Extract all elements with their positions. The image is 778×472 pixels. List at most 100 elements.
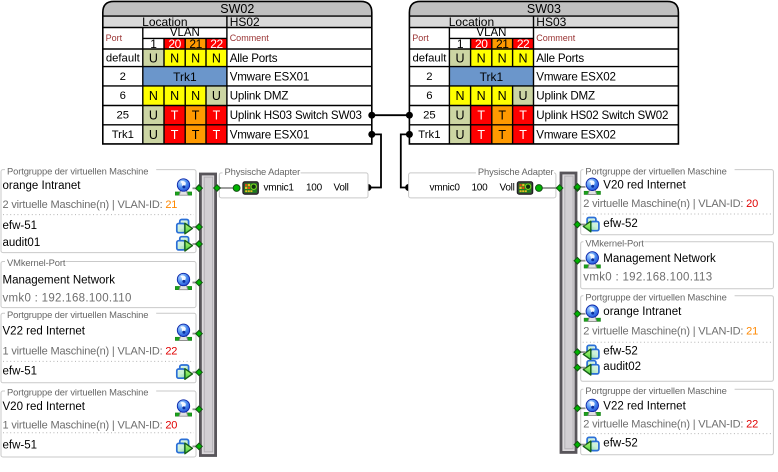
svg-text:T: T bbox=[171, 109, 179, 123]
svg-text:default: default bbox=[106, 52, 141, 64]
svg-text:audit01: audit01 bbox=[3, 237, 41, 249]
svg-text:efw-52: efw-52 bbox=[603, 438, 638, 450]
svg-text:25: 25 bbox=[117, 110, 130, 122]
svg-text:efw-51: efw-51 bbox=[3, 220, 38, 232]
svg-text:T: T bbox=[519, 128, 527, 142]
svg-text:T: T bbox=[498, 128, 506, 142]
svg-text:U: U bbox=[212, 89, 221, 103]
svg-text:vmnic1: vmnic1 bbox=[264, 183, 295, 194]
svg-text:efw-51: efw-51 bbox=[3, 365, 38, 377]
svg-text:2: 2 bbox=[120, 71, 126, 83]
svg-text:Voll: Voll bbox=[334, 183, 349, 194]
svg-text:T: T bbox=[213, 128, 221, 142]
svg-text:efw-52: efw-52 bbox=[603, 346, 638, 358]
svg-text:2: 2 bbox=[426, 71, 432, 83]
svg-text:100: 100 bbox=[306, 183, 323, 194]
svg-text:HS03: HS03 bbox=[536, 15, 566, 29]
svg-text:N: N bbox=[149, 89, 158, 103]
svg-text:V20 red Internet: V20 red Internet bbox=[3, 401, 86, 413]
svg-text:Trk1: Trk1 bbox=[112, 129, 134, 141]
svg-text:VMkernel-Port: VMkernel-Port bbox=[585, 237, 644, 248]
svg-text:orange Intranet: orange Intranet bbox=[603, 306, 682, 318]
svg-text:Comment: Comment bbox=[230, 33, 270, 43]
svg-text:Portgruppe der virtuellen Masc: Portgruppe der virtuellen Maschine bbox=[585, 165, 726, 176]
svg-text:N: N bbox=[455, 89, 464, 103]
svg-text:Trk1: Trk1 bbox=[480, 70, 504, 84]
svg-text:N: N bbox=[212, 51, 221, 65]
svg-text:21: 21 bbox=[496, 37, 509, 51]
svg-text:U: U bbox=[455, 128, 464, 142]
svg-text:Uplink DMZ: Uplink DMZ bbox=[536, 90, 595, 103]
svg-text:1 virtuelle Maschine(n) | VLAN: 1 virtuelle Maschine(n) | VLAN-ID: 20 bbox=[3, 419, 178, 431]
svg-text:T: T bbox=[192, 128, 200, 142]
svg-text:U: U bbox=[149, 128, 158, 142]
svg-text:1: 1 bbox=[457, 37, 464, 51]
svg-text:100: 100 bbox=[472, 183, 489, 194]
svg-text:20: 20 bbox=[475, 37, 488, 51]
svg-text:VMkernel-Port: VMkernel-Port bbox=[7, 257, 66, 268]
svg-text:vmnic0: vmnic0 bbox=[430, 183, 461, 194]
svg-text:25: 25 bbox=[423, 110, 436, 122]
svg-text:N: N bbox=[191, 89, 200, 103]
svg-text:default: default bbox=[412, 52, 447, 64]
svg-text:VLAN: VLAN bbox=[476, 27, 506, 39]
svg-text:Alle Ports: Alle Ports bbox=[230, 52, 278, 65]
svg-text:Physische Adapter: Physische Adapter bbox=[478, 166, 554, 177]
svg-text:22: 22 bbox=[517, 37, 530, 51]
svg-text:T: T bbox=[477, 128, 485, 142]
svg-text:U: U bbox=[519, 89, 528, 103]
svg-text:T: T bbox=[171, 128, 179, 142]
svg-text:21: 21 bbox=[189, 37, 202, 51]
svg-text:Port: Port bbox=[412, 33, 429, 43]
svg-text:U: U bbox=[149, 109, 158, 123]
svg-text:V22 red Internet: V22 red Internet bbox=[3, 325, 86, 337]
svg-text:22: 22 bbox=[210, 37, 223, 51]
svg-text:efw-52: efw-52 bbox=[603, 218, 638, 230]
svg-text:Vmware ESX02: Vmware ESX02 bbox=[536, 70, 615, 83]
svg-text:U: U bbox=[455, 51, 464, 65]
svg-text:20: 20 bbox=[168, 37, 181, 51]
svg-text:Location: Location bbox=[142, 15, 187, 29]
svg-text:efw-51: efw-51 bbox=[3, 440, 38, 452]
svg-text:1: 1 bbox=[150, 37, 157, 51]
svg-text:VLAN: VLAN bbox=[170, 27, 200, 39]
svg-text:Portgruppe der virtuellen Masc: Portgruppe der virtuellen Maschine bbox=[7, 309, 148, 320]
svg-text:Alle Ports: Alle Ports bbox=[536, 52, 584, 65]
svg-text:N: N bbox=[477, 51, 486, 65]
svg-text:Location: Location bbox=[449, 15, 494, 29]
svg-text:Portgruppe der virtuellen Masc: Portgruppe der virtuellen Maschine bbox=[585, 291, 726, 302]
svg-text:Portgruppe der virtuellen Masc: Portgruppe der virtuellen Maschine bbox=[7, 387, 148, 398]
svg-text:vmk0 : 192.168.100.113: vmk0 : 192.168.100.113 bbox=[583, 272, 712, 284]
svg-text:T: T bbox=[519, 109, 527, 123]
svg-text:Portgruppe der virtuellen Masc: Portgruppe der virtuellen Maschine bbox=[7, 165, 148, 176]
svg-text:2 virtuelle Maschine(n) | VLAN: 2 virtuelle Maschine(n) | VLAN-ID: 22 bbox=[583, 418, 758, 430]
svg-text:Vmware ESX01: Vmware ESX01 bbox=[230, 70, 309, 83]
svg-text:Uplink HS02 Switch SW02: Uplink HS02 Switch SW02 bbox=[536, 109, 668, 122]
svg-text:2 virtuelle Maschine(n) | VLAN: 2 virtuelle Maschine(n) | VLAN-ID: 21 bbox=[583, 326, 758, 338]
svg-text:N: N bbox=[191, 51, 200, 65]
svg-text:Voll: Voll bbox=[500, 183, 515, 194]
svg-text:SW03: SW03 bbox=[527, 2, 561, 16]
svg-text:Physische Adapter: Physische Adapter bbox=[225, 166, 301, 177]
svg-text:T: T bbox=[213, 109, 221, 123]
svg-text:U: U bbox=[149, 51, 158, 65]
svg-text:U: U bbox=[455, 109, 464, 123]
svg-text:V20 red Internet: V20 red Internet bbox=[603, 179, 686, 191]
svg-text:Portgruppe der virtuellen Masc: Portgruppe der virtuellen Maschine bbox=[585, 385, 726, 396]
svg-text:2 virtuelle Maschine(n) | VLAN: 2 virtuelle Maschine(n) | VLAN-ID: 21 bbox=[3, 199, 178, 211]
svg-text:T: T bbox=[477, 109, 485, 123]
svg-text:Uplink DMZ: Uplink DMZ bbox=[230, 90, 289, 103]
svg-text:6: 6 bbox=[120, 90, 126, 102]
svg-text:orange Intranet: orange Intranet bbox=[3, 180, 82, 192]
svg-text:1 virtuelle Maschine(n) | VLAN: 1 virtuelle Maschine(n) | VLAN-ID: 22 bbox=[3, 345, 178, 357]
svg-text:SW02: SW02 bbox=[220, 2, 254, 16]
svg-text:T: T bbox=[192, 109, 200, 123]
svg-text:N: N bbox=[170, 89, 179, 103]
svg-text:Trk1: Trk1 bbox=[173, 70, 197, 84]
svg-text:Vmware ESX01: Vmware ESX01 bbox=[230, 128, 309, 141]
svg-text:Management Network: Management Network bbox=[3, 275, 116, 287]
svg-text:T: T bbox=[498, 109, 506, 123]
svg-text:Vmware ESX02: Vmware ESX02 bbox=[536, 128, 615, 141]
svg-text:N: N bbox=[170, 51, 179, 65]
svg-text:Comment: Comment bbox=[536, 33, 576, 43]
